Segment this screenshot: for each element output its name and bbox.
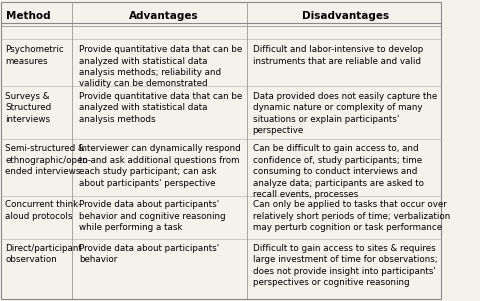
Text: Can be difficult to gain access to, and
confidence of, study participants; time
: Can be difficult to gain access to, and … [252,144,423,199]
Text: Concurrent think-
aloud protocols: Concurrent think- aloud protocols [5,200,82,221]
Text: Provide quantitative data that can be
analyzed with statistical data
analysis me: Provide quantitative data that can be an… [79,45,242,88]
Text: Direct/participant
observation: Direct/participant observation [5,244,82,264]
Text: Provide data about participants'
behavior: Provide data about participants' behavio… [79,244,219,264]
Text: Provide data about participants'
behavior and cognitive reasoning
while performi: Provide data about participants' behavio… [79,200,226,232]
Text: Data provided does not easily capture the
dynamic nature or complexity of many
s: Data provided does not easily capture th… [252,92,437,135]
Text: Semi-structured &
ethnographic/open-
ended interviews: Semi-structured & ethnographic/open- end… [5,144,91,176]
Text: Can only be applied to tasks that occur over
relatively short periods of time; v: Can only be applied to tasks that occur … [252,200,450,232]
Text: Difficult to gain access to sites & requires
large investment of time for observ: Difficult to gain access to sites & requ… [252,244,437,287]
Text: Provide quantitative data that can be
analyzed with statistical data
analysis me: Provide quantitative data that can be an… [79,92,242,124]
Text: Disadvantages: Disadvantages [302,11,389,20]
Text: Advantages: Advantages [129,11,199,20]
Text: Method: Method [6,11,50,20]
Text: Surveys &
Structured
interviews: Surveys & Structured interviews [5,92,51,124]
Text: Interviewer can dynamically respond
to and ask additional questions from
each st: Interviewer can dynamically respond to a… [79,144,241,188]
Text: Difficult and labor-intensive to develop
instruments that are reliable and valid: Difficult and labor-intensive to develop… [252,45,423,66]
Text: Psychometric
measures: Psychometric measures [5,45,64,66]
